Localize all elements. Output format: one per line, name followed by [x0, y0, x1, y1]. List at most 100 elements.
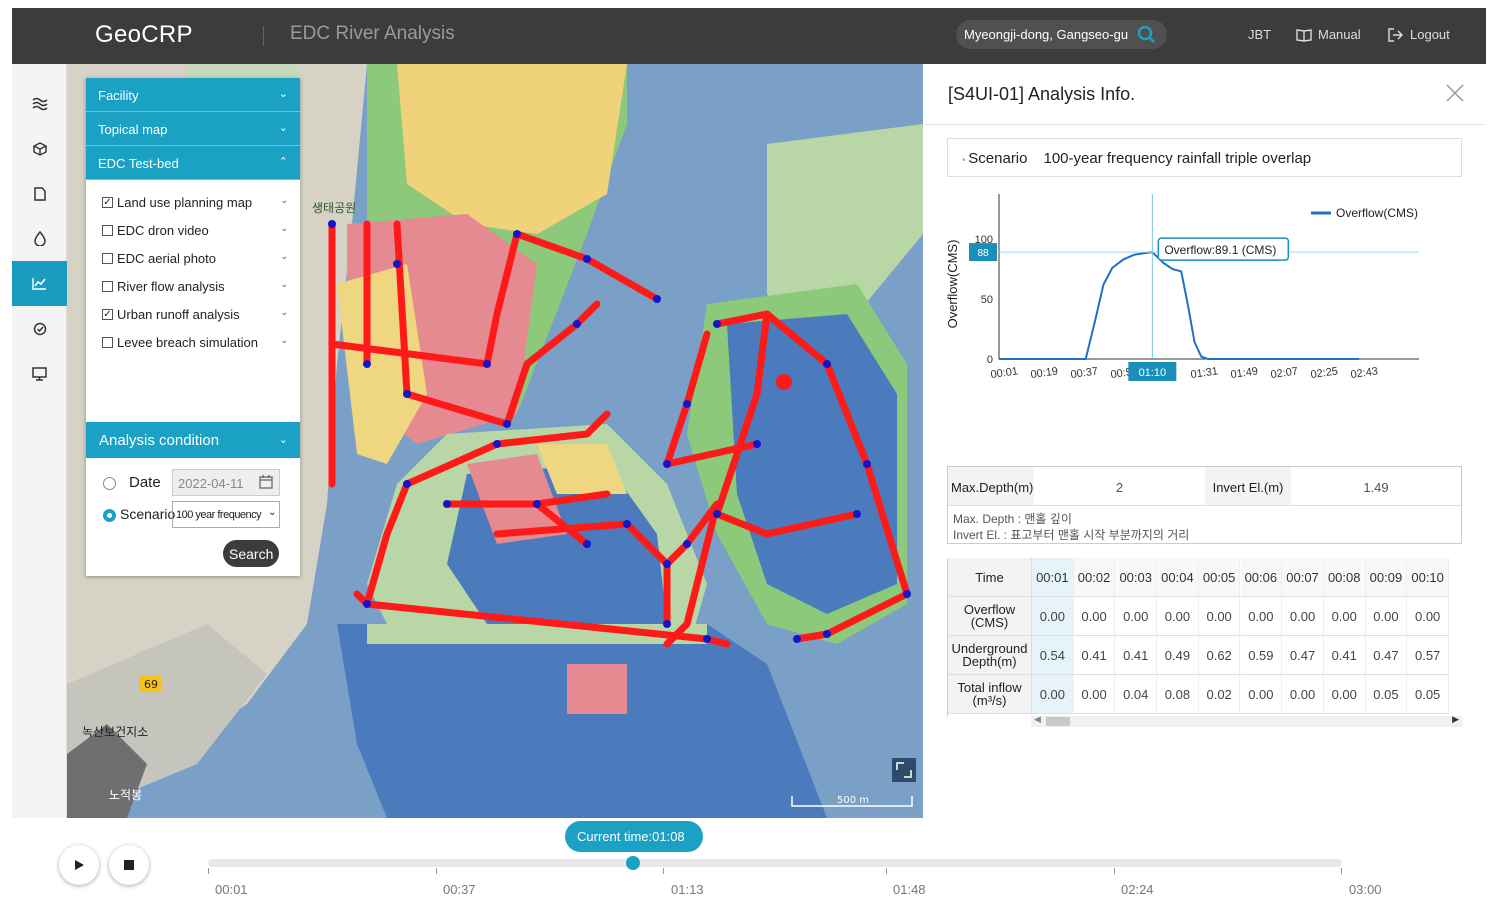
table-cell: 0.00	[1198, 597, 1241, 636]
layer-item[interactable]: EDC aerial photo ⌄	[86, 244, 300, 272]
chevron-down-icon[interactable]: ⌄	[280, 335, 288, 345]
fullscreen-button[interactable]	[892, 758, 916, 782]
y-tick-label: 50	[981, 294, 993, 306]
table-cell: 0.00	[1323, 597, 1366, 636]
table-cell: 0.41	[1323, 636, 1366, 675]
logout-link[interactable]: Logout	[1388, 27, 1450, 42]
search-icon[interactable]	[1137, 25, 1157, 45]
rail-layers-button[interactable]	[12, 81, 67, 126]
layer-checkbox[interactable]: ✓	[102, 197, 113, 208]
top-bar: GeoCRP EDC River Analysis Myeongji-dong,…	[12, 8, 1486, 64]
tooltip-box	[1157, 237, 1290, 261]
layer-item[interactable]: Levee breach simulation ⌄	[86, 328, 300, 356]
map-label-park: 생태공원	[312, 201, 356, 215]
map-view[interactable]: 생태공원 녹산보건지소 노적봉 69 500 m	[67, 64, 923, 818]
invert-value: 1.49	[1363, 480, 1389, 495]
scroll-left-icon[interactable]: ◀	[1034, 714, 1041, 724]
scale-bar	[791, 796, 913, 807]
map-canvas[interactable]: 생태공원 녹산보건지소 노적봉 69 500 m	[67, 64, 923, 818]
scenario-select[interactable]: 100 year frequency ⌄	[172, 501, 280, 528]
manhole-info-table: Max.Depth(m) 2 Invert El.(m) 1.49 Max. D…	[947, 466, 1462, 544]
layer-checkbox[interactable]	[102, 337, 113, 348]
rail-model-button[interactable]	[12, 126, 67, 171]
layer-item[interactable]: ✓ Land use planning map ⌄	[102, 195, 288, 210]
table-cell: 00:05	[1198, 558, 1241, 597]
table-cell: 0.49	[1157, 636, 1199, 675]
analysis-condition-header[interactable]: Analysis condition ⌄	[86, 422, 300, 458]
scenario-radio[interactable]	[103, 509, 116, 522]
table-cell: 0.00	[1323, 675, 1366, 714]
table-cell: 00:02	[1073, 558, 1116, 597]
stop-icon	[124, 860, 134, 870]
table-cell: 0.08	[1157, 675, 1199, 714]
date-input[interactable]: 2022-04-11	[172, 469, 280, 496]
timeline-track[interactable]	[208, 859, 1342, 867]
layer-panel: Facility ⌄ Topical map ⌄ EDC Test-bed ⌃ ✓ La…	[86, 78, 300, 576]
analysis-form: Date 2022-04-11 Scenario 100 year freque…	[86, 458, 300, 576]
analysis-info-panel: [S4UI-01] Analysis Info. • Scenario 100-y…	[923, 64, 1486, 818]
calendar-icon[interactable]	[259, 475, 273, 489]
chevron-down-icon[interactable]: ⌄	[280, 251, 288, 261]
table-cell: 0.00	[1365, 597, 1408, 636]
layer-checkbox[interactable]	[102, 281, 113, 292]
legend-label: Overflow(CMS)	[1336, 206, 1418, 220]
manhole-nodes[interactable]	[328, 220, 911, 643]
timeline-label: 01:13	[671, 882, 704, 897]
table-cell: 0.05	[1365, 675, 1408, 714]
chevron-down-icon[interactable]: ⌄	[280, 307, 288, 317]
user-name[interactable]: JBT	[1248, 27, 1272, 42]
layer-item[interactable]: ✓ Urban runoff analysis ⌄	[102, 307, 288, 322]
road-badge-number: 69	[144, 678, 158, 691]
info-notes: Max. Depth : 맨홀 깊이 Invert El. : 표고부터 맨홀 시…	[953, 512, 1190, 542]
location-search[interactable]: Myeongji-dong, Gangseo-gu	[956, 20, 1167, 49]
rail-document-button[interactable]	[12, 171, 67, 216]
chevron-down-icon[interactable]: ⌄	[280, 195, 288, 205]
rail-check-button[interactable]	[12, 306, 67, 351]
layer-checkbox[interactable]	[102, 225, 113, 236]
rail-monitor-button[interactable]	[12, 351, 67, 396]
layer-checkbox[interactable]	[102, 253, 113, 264]
table-cell: 0.05	[1407, 675, 1449, 714]
table-row-header: Total inflow (m³/s)	[948, 675, 1032, 714]
cursor-y-badge	[969, 243, 997, 262]
timeline-handle[interactable]	[626, 856, 640, 870]
waves-icon	[32, 97, 47, 110]
section-topical-map[interactable]: Topical map ⌄	[86, 112, 300, 146]
chevron-down-icon[interactable]: ⌄	[280, 279, 288, 289]
rail-water-button[interactable]	[12, 216, 67, 261]
scroll-thumb[interactable]	[1046, 717, 1070, 726]
date-row: Date 2022-04-11	[86, 468, 300, 500]
section-facility[interactable]: Facility ⌄	[86, 78, 300, 112]
play-button[interactable]	[59, 845, 99, 885]
rail-analysis-button[interactable]	[12, 261, 67, 306]
overflow-manhole[interactable]	[776, 374, 792, 390]
table-cell: 0.57	[1407, 636, 1449, 675]
search-input[interactable]: Myeongji-dong, Gangseo-gu	[964, 27, 1129, 42]
overflow-chart[interactable]: 050100150Overflow(CMS)00:0100:1900:3700:…	[939, 194, 1469, 464]
scenario-box: • Scenario 100-year frequency rainfall tr…	[947, 138, 1462, 177]
date-radio[interactable]	[103, 477, 116, 490]
table-cell: 0.00	[1282, 675, 1324, 714]
layer-item[interactable]: EDC dron video ⌄	[86, 216, 300, 244]
stop-button[interactable]	[109, 845, 149, 885]
table-cell: 00:08	[1323, 558, 1366, 597]
x-tick-label: 00:5	[1110, 366, 1133, 381]
app-logo[interactable]: GeoCRP	[95, 21, 193, 48]
close-icon[interactable]	[1446, 84, 1464, 102]
scroll-right-icon[interactable]: ▶	[1452, 714, 1459, 724]
layer-item[interactable]: River flow analysis ⌄	[86, 272, 300, 300]
cube-icon	[32, 141, 47, 156]
table-row-header: Time	[948, 558, 1032, 597]
table-scrollbar[interactable]: ◀ ▶	[1031, 714, 1462, 727]
layer-checkbox[interactable]: ✓	[102, 309, 113, 320]
timeline-label: 00:37	[443, 882, 476, 897]
left-icon-rail	[12, 64, 67, 818]
manual-link[interactable]: Manual	[1296, 27, 1361, 42]
table-cell: 0.00	[1240, 597, 1283, 636]
time-series-table[interactable]: Time Overflow (CMS) Underground Depth(m) To…	[947, 558, 1462, 716]
search-button[interactable]: Search	[223, 540, 279, 567]
section-edc-testbed[interactable]: EDC Test-bed ⌃	[86, 146, 300, 180]
timeline-tick	[436, 868, 437, 874]
scale-label: 500 m	[837, 795, 869, 806]
chevron-down-icon[interactable]: ⌄	[280, 223, 288, 233]
